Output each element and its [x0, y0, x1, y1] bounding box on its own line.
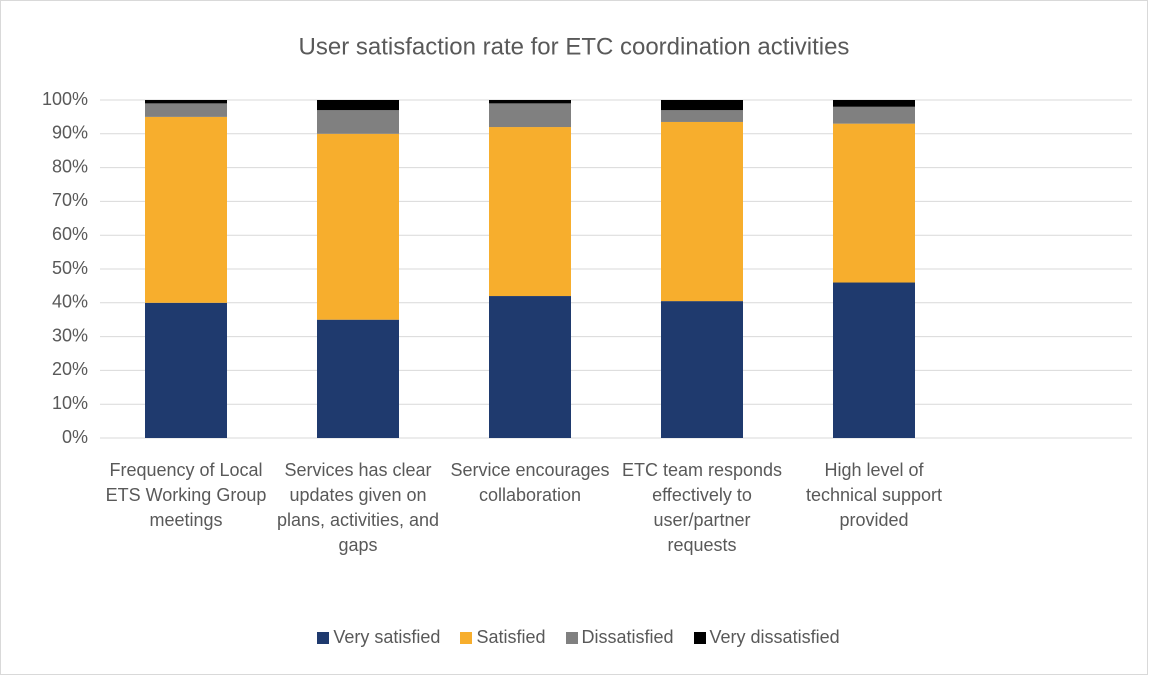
- y-tick-label: 0%: [62, 427, 88, 447]
- bar-segment: [317, 110, 399, 134]
- y-tick-label: 50%: [52, 258, 88, 278]
- y-tick-label: 80%: [52, 156, 88, 176]
- y-tick-label: 10%: [52, 393, 88, 413]
- legend-item: Very dissatisfied: [693, 627, 840, 648]
- legend-item: Very satisfied: [317, 627, 440, 648]
- bar-segment: [661, 301, 743, 438]
- legend-swatch: [693, 631, 706, 644]
- bar-segment: [145, 116, 227, 303]
- x-tick-label: High level of technical support provided: [805, 460, 943, 530]
- y-tick-label: 100%: [42, 89, 88, 109]
- legend-item: Satisfied: [460, 627, 546, 648]
- bar-segment: [145, 100, 227, 104]
- legend-swatch: [317, 631, 330, 644]
- bar-segment: [661, 121, 743, 302]
- bar-segment: [489, 100, 571, 104]
- legend: Very satisfied Satisfied Dissatisfied Very …: [0, 627, 1157, 648]
- y-tick-label: 40%: [52, 292, 88, 312]
- y-tick-label: 90%: [52, 123, 88, 143]
- bar-segment: [833, 100, 915, 107]
- bar-segment: [661, 110, 743, 122]
- bar-segment: [489, 103, 571, 128]
- bar-segment: [145, 103, 227, 117]
- x-tick-label: ETC team responds effectively to user/pa…: [621, 460, 783, 555]
- bar-segment: [317, 319, 399, 438]
- bar-segment: [489, 296, 571, 438]
- y-tick-label: 70%: [52, 190, 88, 210]
- legend-swatch: [460, 631, 473, 644]
- legend-label: Satisfied: [476, 627, 546, 647]
- bar-segment: [489, 127, 571, 297]
- legend-label: Very dissatisfied: [709, 627, 840, 647]
- bar-segment: [661, 100, 743, 111]
- y-tick-label: 20%: [52, 359, 88, 379]
- x-tick-label: Services has clear updates given on plan…: [276, 460, 440, 555]
- bar-segment: [833, 123, 915, 283]
- legend-label: Dissatisfied: [581, 627, 674, 647]
- x-tick-label: Service encourages collaboration: [450, 460, 610, 505]
- bar-segment: [145, 302, 227, 438]
- bar-segment: [833, 106, 915, 124]
- legend-item: Dissatisfied: [565, 627, 674, 648]
- bar-segment: [833, 282, 915, 438]
- legend-swatch: [565, 631, 578, 644]
- x-tick-label: Frequency of Local ETS Working Group mee…: [105, 460, 267, 530]
- y-tick-label: 30%: [52, 325, 88, 345]
- legend-label: Very satisfied: [333, 627, 441, 647]
- y-tick-label: 60%: [52, 224, 88, 244]
- bar-segment: [317, 100, 399, 111]
- chart-title: User satisfaction rate for ETC coordinat…: [299, 33, 850, 60]
- bar-segment: [317, 133, 399, 320]
